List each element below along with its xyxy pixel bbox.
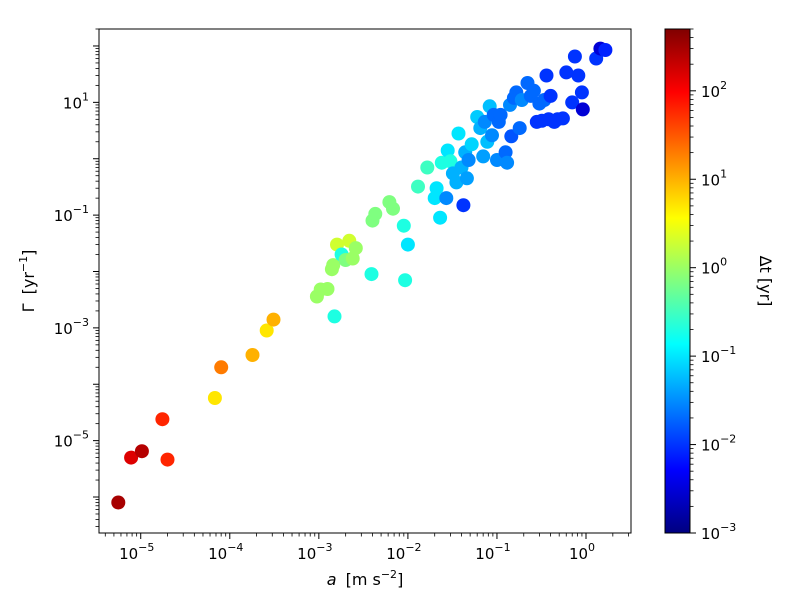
data-point-3 xyxy=(134,444,149,459)
data-point-9 xyxy=(259,323,274,338)
data-point-39 xyxy=(443,154,458,169)
data-point-15 xyxy=(326,258,341,273)
data-point-34 xyxy=(429,181,444,196)
colorbar-tick-label: 10−1 xyxy=(701,344,736,366)
data-point-42 xyxy=(451,126,466,141)
data-point-81 xyxy=(559,65,574,80)
data-point-89 xyxy=(598,43,613,57)
data-point-27 xyxy=(386,201,400,216)
data-point-44 xyxy=(456,198,471,213)
data-point-22 xyxy=(348,241,363,256)
colorbar-tick-label: 100 xyxy=(701,256,727,278)
data-point-51 xyxy=(476,149,491,164)
data-point-23 xyxy=(364,267,379,282)
data-point-55 xyxy=(485,128,499,143)
data-point-29 xyxy=(398,273,413,288)
data-point-75 xyxy=(539,68,554,83)
data-point-60 xyxy=(498,145,513,160)
data-point-59 xyxy=(493,107,508,122)
data-point-83 xyxy=(567,49,582,64)
data-point-16 xyxy=(327,309,342,324)
x-axis: 10−5 10−4 10−3 10−2 10−1 100 xyxy=(104,533,629,563)
data-point-25 xyxy=(368,206,383,221)
data-point-61 xyxy=(500,155,515,170)
data-point-48 xyxy=(464,137,479,152)
data-point-66 xyxy=(512,121,527,136)
data-point-41 xyxy=(449,175,464,190)
data-point-7 xyxy=(214,360,229,375)
x-tick-label: 10−5 xyxy=(119,541,154,563)
data-point-2 xyxy=(124,450,139,465)
x-tick-label: 10−1 xyxy=(475,541,510,563)
x-tick-label: 10−2 xyxy=(386,541,421,563)
y-tick-label: 101 xyxy=(63,90,89,112)
data-point-46 xyxy=(459,171,474,186)
data-point-84 xyxy=(571,68,586,83)
colorbar-label: Δt [yr] xyxy=(756,256,775,307)
data-point-70 xyxy=(526,83,541,98)
y-tick-label: 10−1 xyxy=(54,203,89,225)
data-point-37 xyxy=(439,191,454,206)
y-tick-label: 10−5 xyxy=(54,429,89,451)
data-point-32 xyxy=(420,160,435,175)
data-point-47 xyxy=(461,153,476,167)
data-point-38 xyxy=(440,143,455,158)
data-point-8 xyxy=(245,348,260,362)
data-points xyxy=(111,41,613,510)
plot-frame xyxy=(98,28,632,534)
colorbar xyxy=(664,28,691,534)
colorbar-tick-label: 10−2 xyxy=(701,433,736,455)
data-point-35 xyxy=(433,210,448,225)
colorbar-tick-label: 102 xyxy=(701,79,727,101)
data-point-1 xyxy=(111,495,126,510)
data-point-28 xyxy=(396,218,411,233)
data-point-13 xyxy=(320,282,335,296)
data-point-77 xyxy=(543,88,558,103)
x-tick-label: 100 xyxy=(569,541,595,563)
colorbar-axis: 10−3 10−2 10−1 100 101 102 xyxy=(690,28,736,543)
data-point-80 xyxy=(555,111,570,126)
data-point-31 xyxy=(411,179,425,194)
data-point-6 xyxy=(207,391,222,405)
data-point-5 xyxy=(160,452,175,467)
data-point-82 xyxy=(565,95,580,110)
colorbar-tick-label: 10−3 xyxy=(701,521,736,543)
colorbar-tick-label: 101 xyxy=(701,167,727,189)
data-point-30 xyxy=(400,237,415,252)
data-point-4 xyxy=(155,412,170,427)
data-point-86 xyxy=(575,102,590,117)
y-tick-label: 10−3 xyxy=(54,316,89,338)
data-point-85 xyxy=(574,85,589,100)
x-tick-label: 10−4 xyxy=(208,541,243,563)
x-axis-label: a [m s−2] xyxy=(327,568,404,589)
x-tick-label: 10−3 xyxy=(297,541,332,563)
y-axis-label: Γ [yr−1] xyxy=(17,250,38,313)
data-point-10 xyxy=(266,312,281,327)
y-axis: 10−5 10−3 10−1 101 xyxy=(54,28,99,527)
